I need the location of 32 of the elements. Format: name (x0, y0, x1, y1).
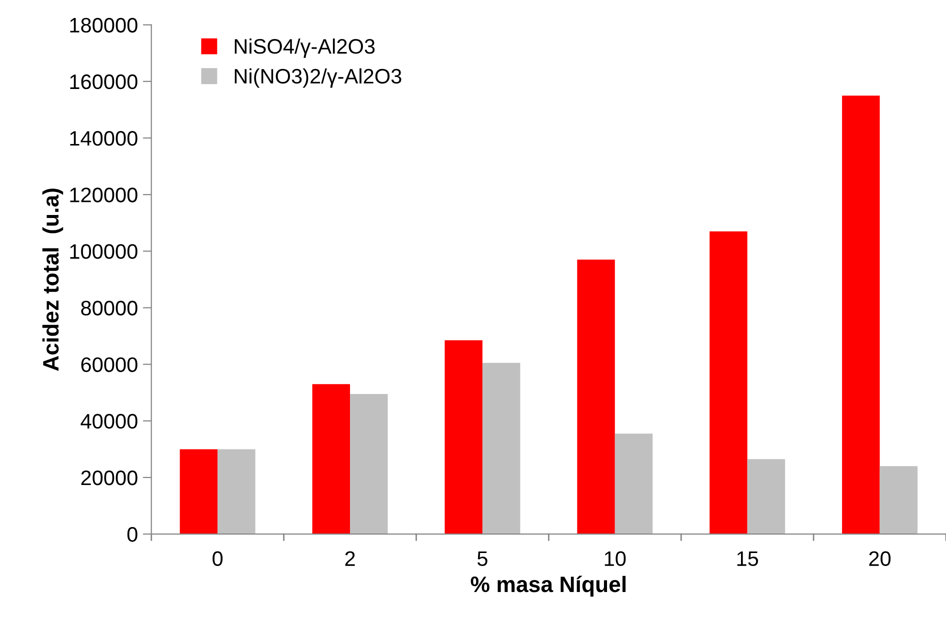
y-tick-label: 120000 (70, 188, 138, 202)
bar (842, 96, 880, 534)
bar (880, 466, 918, 534)
legend-label: NiSO4/γ-Al2O3 (234, 38, 375, 58)
y-tick-label: 160000 (70, 74, 138, 90)
y-tick-label: 80000 (81, 300, 138, 316)
bar (444, 340, 482, 534)
y-tick-label: 180000 (70, 18, 138, 33)
bar (180, 449, 218, 534)
y-axis-title: Acidez total (u.a) (42, 188, 64, 371)
x-tick-label: 2 (345, 551, 355, 566)
x-tick-label: 0 (212, 551, 223, 566)
bar (710, 231, 748, 534)
bar (577, 260, 615, 534)
bar (614, 434, 653, 534)
y-tick-label: 20000 (81, 470, 138, 486)
x-tick-label: 10 (604, 551, 626, 566)
y-tick-label: 40000 (80, 414, 138, 429)
x-tick-label: 5 (478, 551, 488, 566)
bar (218, 449, 256, 534)
y-tick-label: 0 (127, 527, 138, 542)
y-tick-label: 100000 (70, 244, 138, 259)
bar (747, 459, 786, 534)
legend-label: Ni(NO3)2/γ-Al2O3 (234, 68, 402, 88)
x-axis-title: % masa Níquel (470, 576, 626, 597)
bar (350, 394, 388, 534)
x-tick-label: 15 (737, 551, 758, 566)
y-tick-label: 60000 (81, 357, 138, 372)
bar (482, 362, 520, 534)
bar (312, 384, 350, 534)
y-tick-label: 140000 (70, 131, 138, 146)
x-tick-label: 20 (869, 551, 891, 566)
